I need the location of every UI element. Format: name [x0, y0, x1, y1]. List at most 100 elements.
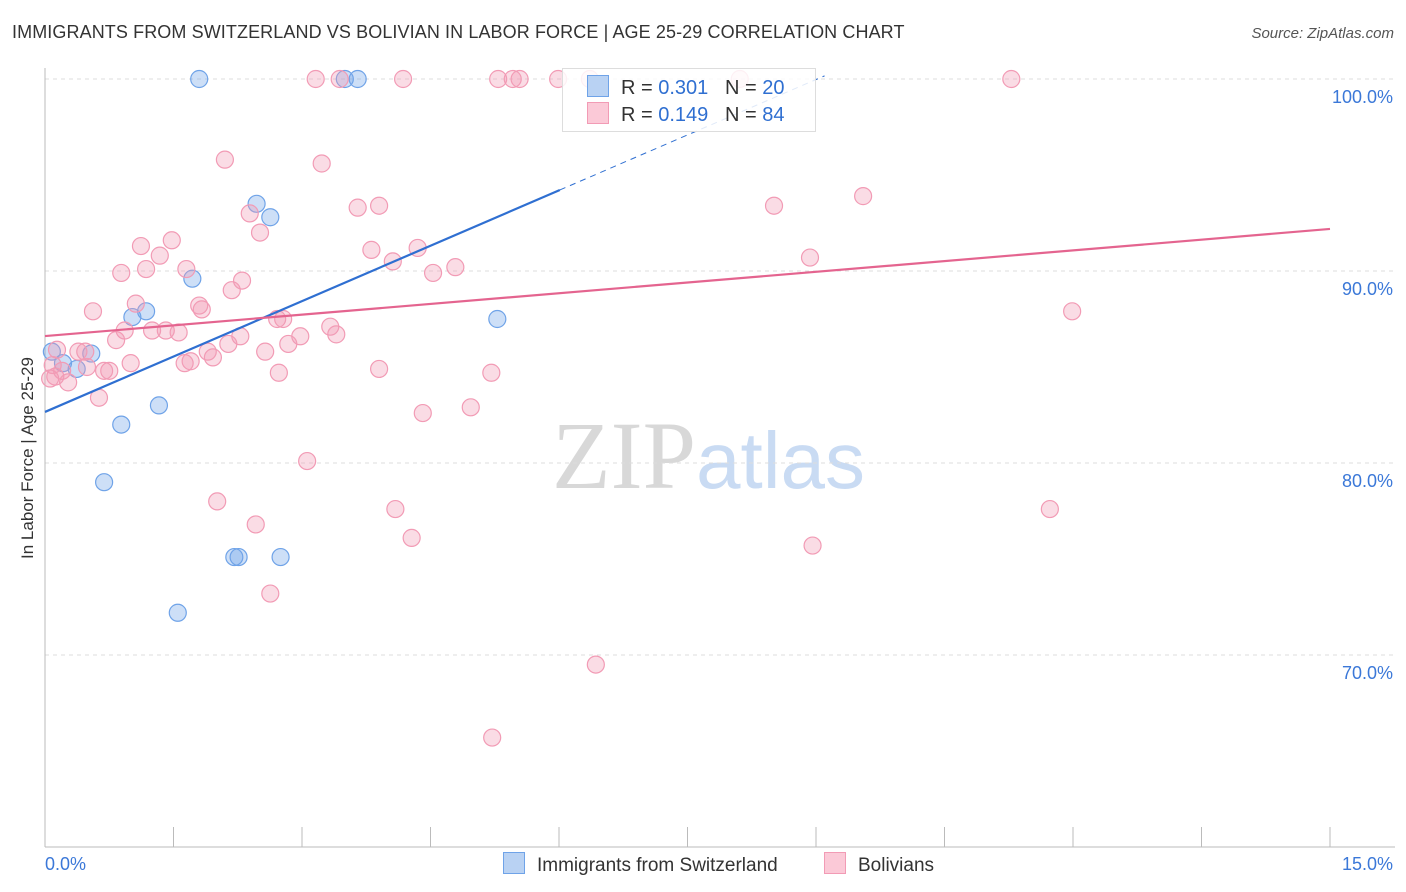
point-bolivians	[76, 342, 95, 361]
point-bolivians	[461, 398, 480, 417]
point-bolivians	[370, 359, 389, 379]
y-tick-label: 70.0%	[1342, 663, 1393, 683]
bottom-legend-switzerland: Immigrants from Switzerland	[503, 852, 778, 877]
point-bolivians	[803, 536, 822, 555]
legend: R = 0.301 N = 20 R = 0.149 N = 84	[562, 68, 816, 132]
point-bolivians	[126, 294, 145, 313]
point-bolivians	[121, 354, 140, 373]
legend-swatch-pink	[587, 102, 609, 124]
point-bolivians	[274, 309, 293, 329]
point-bolivians	[764, 196, 784, 215]
point-bolivians	[150, 246, 169, 265]
point-bolivians	[59, 373, 78, 392]
r-label: R =	[621, 77, 659, 99]
point-bolivians	[107, 331, 126, 350]
point-switzerland	[168, 603, 187, 622]
watermark-zip: ZIP	[552, 402, 696, 509]
point-switzerland	[225, 547, 244, 567]
point-bolivians	[222, 281, 241, 300]
point-bolivians	[162, 231, 181, 250]
y-tick-label: 100.0%	[1332, 87, 1393, 107]
point-bolivians	[192, 300, 211, 319]
legend-swatch-pink	[824, 852, 846, 874]
legend-row-switzerland: R = 0.301 N = 20	[587, 75, 784, 100]
y-tick-label: 90.0%	[1342, 279, 1393, 299]
point-bolivians	[423, 263, 443, 283]
point-bolivians	[112, 263, 131, 283]
trendline-bolivians	[44, 227, 1331, 338]
point-bolivians	[503, 69, 522, 89]
legend-swatch-blue	[503, 852, 525, 874]
y-tick-label: 80.0%	[1342, 471, 1393, 491]
point-bolivians	[482, 363, 501, 382]
n-value: 84	[762, 104, 785, 126]
point-bolivians	[240, 204, 259, 223]
point-bolivians	[370, 196, 389, 215]
point-bolivians	[69, 342, 88, 361]
point-bolivians	[348, 198, 367, 217]
point-bolivians	[586, 655, 605, 674]
point-bolivians	[100, 361, 119, 380]
point-switzerland	[261, 208, 280, 227]
point-switzerland	[123, 307, 142, 327]
point-bolivians	[510, 69, 529, 89]
point-bolivians	[327, 325, 346, 344]
point-switzerland	[229, 547, 248, 567]
point-switzerland	[335, 69, 354, 89]
chart-title: IMMIGRANTS FROM SWITZERLAND VS BOLIVIAN …	[12, 22, 905, 42]
point-bolivians	[261, 584, 280, 603]
watermark: ZIPatlas	[552, 400, 865, 511]
point-bolivians	[95, 361, 114, 380]
point-switzerland	[247, 194, 266, 213]
point-bolivians	[43, 355, 62, 375]
watermark-atlas: atlas	[696, 416, 865, 505]
point-bolivians	[269, 363, 288, 382]
point-bolivians	[1002, 69, 1021, 89]
point-switzerland	[190, 69, 209, 89]
point-bolivians	[83, 302, 103, 321]
point-bolivians	[1063, 302, 1082, 321]
legend-swatch-blue	[587, 75, 609, 97]
point-bolivians	[47, 340, 67, 359]
x-tick-label: 0.0%	[45, 854, 86, 874]
point-bolivians	[215, 150, 234, 169]
point-bolivians	[402, 528, 421, 547]
r-value: 0.301	[658, 77, 709, 99]
point-bolivians	[250, 223, 270, 242]
point-bolivians	[800, 248, 820, 267]
point-bolivians	[246, 515, 265, 534]
x-tick-label: 15.0%	[1342, 854, 1393, 874]
point-bolivians	[330, 69, 349, 89]
point-switzerland	[149, 396, 169, 415]
point-bolivians	[386, 499, 405, 519]
point-bolivians	[181, 352, 200, 371]
point-bolivians	[446, 258, 465, 277]
point-switzerland	[136, 302, 156, 321]
point-bolivians	[131, 236, 151, 256]
r-label: R =	[621, 104, 659, 126]
point-switzerland	[271, 547, 290, 567]
n-label: N =	[724, 104, 763, 126]
bottom-legend-bolivians: Bolivians	[824, 852, 934, 877]
source-label: Source: ZipAtlas.com	[1251, 25, 1394, 42]
point-bolivians	[1040, 499, 1059, 519]
point-bolivians	[219, 334, 238, 354]
point-bolivians	[256, 342, 275, 361]
point-bolivians	[483, 728, 502, 747]
point-bolivians	[279, 334, 298, 354]
point-switzerland	[112, 415, 131, 434]
legend-row-bolivians: R = 0.149 N = 84	[587, 102, 784, 127]
point-bolivians	[136, 259, 156, 279]
point-bolivians	[489, 69, 508, 89]
trendline-switzerland	[44, 188, 561, 413]
point-bolivians	[306, 69, 325, 89]
point-bolivians	[177, 259, 196, 279]
point-bolivians	[298, 451, 317, 471]
point-switzerland	[183, 269, 202, 288]
point-bolivians	[203, 348, 223, 367]
point-switzerland	[348, 69, 367, 89]
r-value: 0.149	[658, 104, 709, 126]
point-bolivians	[362, 240, 381, 259]
legend-label: Immigrants from Switzerland	[537, 855, 778, 876]
